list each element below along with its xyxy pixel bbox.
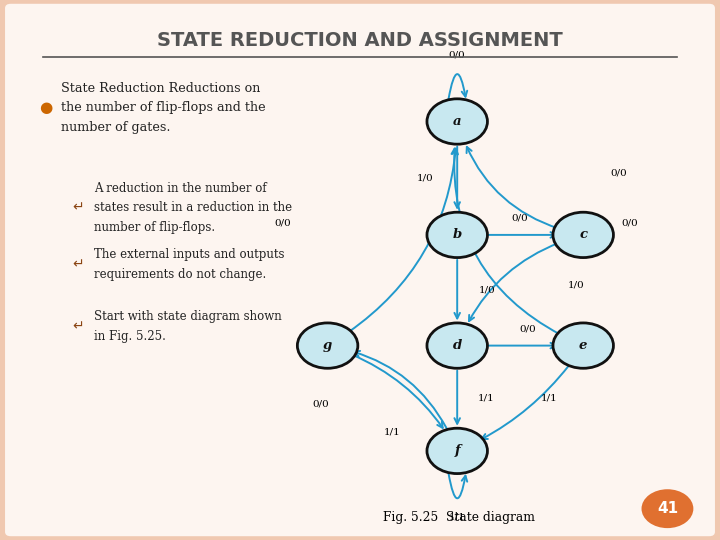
- Text: 0/0: 0/0: [611, 168, 628, 177]
- Circle shape: [553, 323, 613, 368]
- Text: 1/0: 1/0: [567, 280, 585, 289]
- Text: 0/0: 0/0: [512, 213, 528, 222]
- Circle shape: [642, 489, 693, 528]
- Text: 41: 41: [657, 501, 678, 516]
- Circle shape: [427, 99, 487, 144]
- Text: 0/0: 0/0: [449, 50, 466, 59]
- Circle shape: [427, 428, 487, 474]
- Text: 1/1: 1/1: [477, 394, 495, 403]
- Text: b: b: [453, 228, 462, 241]
- Text: 0/0: 0/0: [312, 399, 329, 408]
- Text: 0/0: 0/0: [519, 325, 536, 334]
- Text: g: g: [323, 339, 332, 352]
- Text: The external inputs and outputs
requirements do not change.: The external inputs and outputs requirem…: [94, 248, 284, 281]
- Text: e: e: [579, 339, 588, 352]
- Text: ↵: ↵: [72, 258, 84, 272]
- Text: ↵: ↵: [72, 320, 84, 334]
- Text: Start with state diagram shown
in Fig. 5.25.: Start with state diagram shown in Fig. 5…: [94, 310, 282, 343]
- Text: c: c: [579, 228, 588, 241]
- Text: A reduction in the number of
states result in a reduction in the
number of flip-: A reduction in the number of states resu…: [94, 182, 292, 234]
- Text: 0/0: 0/0: [274, 218, 292, 227]
- Text: d: d: [453, 339, 462, 352]
- FancyBboxPatch shape: [5, 4, 715, 536]
- Text: 1/0: 1/0: [416, 174, 433, 183]
- Text: State Reduction Reductions on
the number of flip-flops and the
number of gates.: State Reduction Reductions on the number…: [61, 82, 266, 134]
- Text: f: f: [454, 444, 460, 457]
- Text: 1/0: 1/0: [479, 286, 496, 295]
- Text: ↵: ↵: [72, 201, 84, 215]
- Circle shape: [553, 212, 613, 258]
- Text: a: a: [453, 115, 462, 128]
- Text: Fig. 5.25  State diagram: Fig. 5.25 State diagram: [383, 511, 536, 524]
- Text: 1/1: 1/1: [541, 394, 557, 403]
- Text: 1/1: 1/1: [449, 513, 466, 522]
- Text: STATE REDUCTION AND ASSIGNMENT: STATE REDUCTION AND ASSIGNMENT: [157, 31, 563, 50]
- Text: 0/0: 0/0: [621, 218, 639, 227]
- Circle shape: [297, 323, 358, 368]
- Text: ●: ●: [40, 100, 53, 116]
- Text: 1/1: 1/1: [384, 428, 401, 436]
- Circle shape: [427, 212, 487, 258]
- Circle shape: [427, 323, 487, 368]
